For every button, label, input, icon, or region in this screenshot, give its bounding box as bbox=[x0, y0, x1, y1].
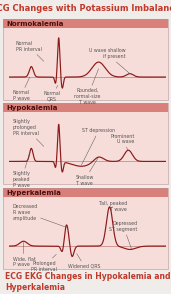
Text: Hypokalemia: Hypokalemia bbox=[6, 105, 57, 111]
Bar bbox=[3, 197, 168, 269]
Bar bbox=[3, 28, 168, 100]
Bar bbox=[3, 103, 168, 112]
Text: Prominent
U wave: Prominent U wave bbox=[110, 133, 135, 151]
Bar bbox=[3, 188, 168, 269]
Text: Normokalemia: Normokalemia bbox=[6, 21, 63, 26]
Text: Prolonged
PR interval: Prolonged PR interval bbox=[31, 254, 57, 272]
Text: Shallow
T wave: Shallow T wave bbox=[75, 157, 99, 186]
Text: Depressed
ST segment: Depressed ST segment bbox=[109, 221, 138, 249]
Text: Hyperkalemia: Hyperkalemia bbox=[6, 190, 61, 196]
Text: ST depression: ST depression bbox=[81, 128, 115, 165]
Text: Normal
QRS: Normal QRS bbox=[43, 85, 60, 102]
Bar bbox=[3, 19, 168, 28]
Text: Slightly
prolonged
PR interval: Slightly prolonged PR interval bbox=[12, 119, 44, 146]
Text: ECG Changes with Potassium Imbalance: ECG Changes with Potassium Imbalance bbox=[0, 4, 171, 13]
Text: Slightly
peaked
P wave: Slightly peaked P wave bbox=[12, 153, 30, 188]
Text: Normal
PR interval: Normal PR interval bbox=[16, 41, 44, 61]
Text: Decreased
R wave
amplitude: Decreased R wave amplitude bbox=[12, 204, 67, 227]
Text: ECG EKG Changes in Hypokalemia and
Hyperkalemia: ECG EKG Changes in Hypokalemia and Hyper… bbox=[5, 272, 171, 292]
Bar bbox=[3, 112, 168, 184]
Bar bbox=[3, 19, 168, 100]
Text: Tall, peaked
T wave: Tall, peaked T wave bbox=[98, 201, 127, 212]
Text: Widened QRS: Widened QRS bbox=[68, 253, 101, 269]
Text: Wide, flat
P wave: Wide, flat P wave bbox=[12, 242, 35, 267]
Text: Rounded,
normal-size
T wave: Rounded, normal-size T wave bbox=[74, 69, 101, 105]
Text: Normal
P wave: Normal P wave bbox=[12, 77, 30, 101]
Text: U wave shallow
if present: U wave shallow if present bbox=[89, 49, 130, 74]
Bar bbox=[3, 188, 168, 197]
Bar bbox=[3, 103, 168, 184]
